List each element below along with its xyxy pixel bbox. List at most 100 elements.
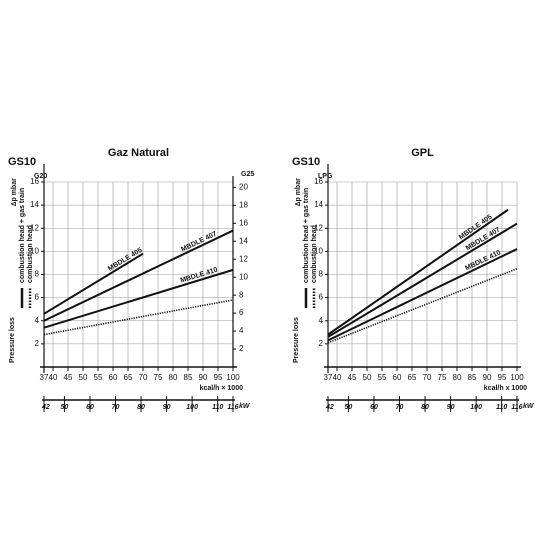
series-line (43, 299, 234, 336)
series-line (327, 267, 518, 344)
x-tick-label: 60 (393, 373, 402, 382)
y-tick-label: 2 (35, 339, 40, 348)
y2-tick-label: 18 (239, 200, 248, 209)
series-line (43, 229, 234, 322)
y2-tick-label: 14 (239, 236, 248, 245)
legend-label: Pressure loss (9, 317, 16, 363)
x2-tick-label: 42 (325, 404, 334, 411)
x-tick-label: 100 (510, 373, 524, 382)
y-label: ∆p mbar (295, 178, 302, 206)
x-tick-label: 65 (408, 373, 417, 382)
x-tick-label: 95 (214, 373, 223, 382)
x-tick-label: 37 (40, 373, 49, 382)
y2-axis-name: G25 (241, 171, 254, 178)
legend-label: combustion head (311, 225, 318, 283)
x2-tick-label: 80 (421, 404, 429, 411)
y2-tick-label: 12 (239, 254, 248, 263)
series-label: MBDLE 405 (107, 247, 144, 273)
x-tick-label: 70 (139, 373, 148, 382)
series-line (43, 252, 144, 315)
y-tick-label: 2 (319, 339, 324, 348)
legend-label: combustion head + gas train (303, 188, 310, 283)
chart-title: Gaz Natural (108, 147, 169, 159)
x2-tick-label: 60 (86, 404, 94, 411)
x2-label: kW (239, 403, 251, 410)
legend-label: combustion head (27, 225, 34, 283)
x-tick-label: 90 (483, 373, 492, 382)
x-tick-label: 80 (169, 373, 178, 382)
y-tick-label: 10 (30, 246, 39, 255)
x2-tick-label: 50 (61, 404, 69, 411)
x2-tick-label: 42 (41, 404, 50, 411)
y-label: ∆p mbar (11, 178, 18, 206)
x-tick-label: 85 (184, 373, 193, 382)
model-label: GS10 (292, 156, 320, 168)
y-tick-label: 6 (319, 293, 324, 302)
x2-tick-label: 100 (186, 404, 198, 411)
chart-title: GPL (411, 147, 434, 159)
x-tick-label: 50 (363, 373, 372, 382)
legend-label: combustion head + gas train (19, 188, 26, 283)
y-axis-name: G20 (34, 173, 47, 180)
x2-tick-label: 116 (227, 404, 238, 411)
x2-tick-label: 50 (345, 404, 353, 411)
x-tick-label: 40 (49, 373, 58, 382)
y2-tick-label: 6 (239, 308, 244, 317)
series-line (43, 268, 234, 329)
x2-tick-label: 60 (370, 404, 378, 411)
x-tick-label: 100 (226, 373, 240, 382)
y-tick-label: 16 (30, 177, 39, 186)
y-tick-label: 16 (314, 177, 323, 186)
y-tick-label: 10 (314, 246, 323, 255)
series-line (327, 222, 518, 338)
x-tick-label: 85 (468, 373, 477, 382)
x-tick-label: 55 (378, 373, 387, 382)
x-tick-label: 65 (124, 373, 133, 382)
series-line (327, 208, 509, 336)
x2-tick-label: 100 (470, 404, 482, 411)
x-label: kcal/h × 1000 (200, 385, 244, 392)
series-line (327, 248, 518, 342)
x-tick-label: 70 (423, 373, 432, 382)
series-label: MBDLE 407 (180, 231, 218, 254)
y-tick-label: 8 (319, 270, 324, 279)
y-tick-label: 14 (314, 200, 323, 209)
x-tick-label: 75 (438, 373, 447, 382)
x-tick-label: 45 (64, 373, 73, 382)
x-tick-label: 45 (348, 373, 357, 382)
y2-tick-label: 20 (239, 182, 248, 191)
y-tick-label: 12 (30, 223, 39, 232)
legend-label: Pressure loss (293, 317, 300, 363)
x-tick-label: 37 (324, 373, 333, 382)
y2-tick-label: 8 (239, 290, 244, 299)
x-label: kcal/h x 1000 (484, 385, 527, 392)
x-tick-label: 90 (199, 373, 208, 382)
x-tick-label: 60 (109, 373, 118, 382)
x-tick-label: 55 (94, 373, 103, 382)
x-tick-label: 50 (79, 373, 88, 382)
x2-label: kW (523, 403, 535, 410)
y-axis-name: LPG (318, 173, 333, 180)
x-tick-label: 95 (498, 373, 507, 382)
x2-tick-label: 116 (511, 404, 522, 411)
x-tick-label: 40 (333, 373, 342, 382)
y-tick-label: 12 (314, 223, 323, 232)
y2-tick-label: 4 (239, 326, 244, 335)
x2-tick-label: 110 (496, 404, 507, 411)
y-tick-label: 14 (30, 200, 39, 209)
y-tick-label: 4 (319, 316, 324, 325)
x-tick-label: 75 (154, 373, 163, 382)
x-tick-label: 80 (453, 373, 462, 382)
x2-tick-label: 80 (137, 404, 145, 411)
x2-tick-label: 90 (163, 404, 171, 411)
y2-tick-label: 16 (239, 218, 248, 227)
y2-tick-label: 2 (239, 344, 244, 353)
x2-tick-label: 70 (396, 404, 404, 411)
y2-tick-label: 10 (239, 272, 248, 281)
x2-tick-label: 90 (447, 404, 455, 411)
y-tick-label: 4 (35, 316, 40, 325)
model-label: GS10 (8, 156, 36, 168)
x2-tick-label: 110 (212, 404, 223, 411)
y-tick-label: 6 (35, 293, 40, 302)
